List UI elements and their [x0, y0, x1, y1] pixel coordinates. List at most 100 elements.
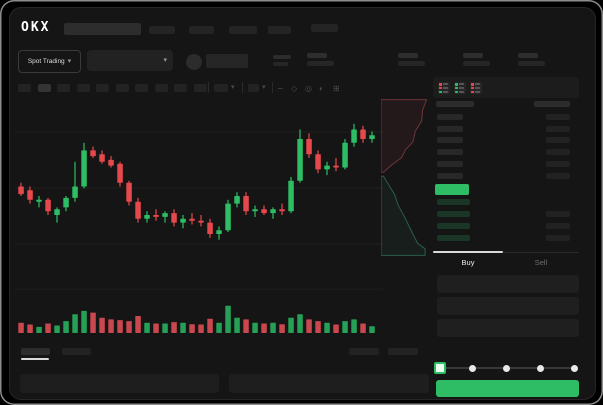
divider — [272, 82, 273, 93]
orderbook-header — [433, 77, 579, 98]
amount-field[interactable] — [437, 297, 579, 315]
orderbook-layout-icon[interactable] — [438, 82, 450, 94]
candle-body — [135, 201, 141, 219]
timeframe-button[interactable] — [57, 84, 70, 92]
interval-dropdown[interactable] — [214, 84, 228, 92]
bid-amount-placeholder[interactable] — [546, 235, 570, 241]
volume-bar — [171, 322, 177, 333]
candle-body — [261, 209, 267, 214]
product-selector-button[interactable]: Spot Trading ▾ — [18, 50, 81, 73]
candle-body — [72, 186, 78, 198]
last-price-badge[interactable] — [435, 184, 469, 195]
bottom-panel-history[interactable] — [229, 374, 429, 393]
ask-price-placeholder[interactable] — [437, 114, 463, 120]
bid-price-placeholder[interactable] — [437, 199, 470, 205]
ask-price-placeholder[interactable] — [437, 125, 463, 132]
bid-price-placeholder[interactable] — [437, 211, 470, 217]
top-nav-item[interactable] — [149, 26, 175, 34]
indicator-wave-icon[interactable]: ∼ — [277, 84, 284, 93]
timeframe-button[interactable] — [18, 84, 31, 92]
timeframe-button-active[interactable] — [37, 84, 51, 92]
candle-body — [360, 129, 366, 139]
ask-amount-placeholder[interactable] — [546, 137, 570, 144]
buy-submit-button[interactable] — [436, 380, 579, 397]
timeframe-button[interactable] — [115, 84, 129, 92]
price-field[interactable] — [437, 275, 579, 293]
fullscreen-expand-icon[interactable]: ⊞ — [333, 84, 340, 93]
candle-body — [234, 196, 240, 204]
volume-bar — [369, 326, 375, 333]
search-input[interactable] — [64, 23, 141, 35]
candle-body — [306, 139, 312, 155]
top-nav-item[interactable] — [189, 26, 214, 34]
candle-body — [207, 222, 213, 234]
price-chart-svg[interactable] — [15, 93, 383, 343]
candle-body — [279, 209, 285, 212]
ask-price-placeholder[interactable] — [437, 172, 463, 179]
top-nav-item[interactable] — [229, 26, 257, 34]
chart-scale-option[interactable] — [388, 348, 418, 355]
chevron-down-icon[interactable]: ▾ — [231, 84, 235, 91]
timeframe-button[interactable] — [76, 84, 90, 92]
slider-step-dot[interactable] — [468, 364, 476, 372]
slider-step-dot[interactable] — [502, 364, 510, 372]
volume-bar — [252, 322, 258, 333]
chart-tab[interactable] — [62, 348, 91, 355]
volume-bar — [216, 322, 222, 333]
ask-amount-placeholder[interactable] — [546, 125, 570, 132]
candle-body — [90, 150, 96, 157]
slider-step-dot[interactable] — [570, 364, 578, 372]
timeframe-button[interactable] — [135, 84, 148, 92]
volume-bar — [351, 319, 357, 333]
timeframe-button[interactable] — [174, 84, 187, 92]
candle-body — [63, 197, 69, 208]
orderbook-layout-icon[interactable] — [470, 82, 482, 94]
tab-buy[interactable]: Buy — [461, 258, 475, 267]
tab-sell[interactable]: Sell — [534, 258, 548, 267]
ask-amount-placeholder[interactable] — [546, 160, 570, 167]
slider-step-dot[interactable] — [536, 364, 544, 372]
candle-body — [216, 230, 222, 234]
total-field[interactable] — [437, 319, 579, 337]
draw-tools-icon[interactable]: ◇ — [291, 84, 298, 93]
ask-price-placeholder[interactable] — [437, 137, 463, 144]
timeframe-button[interactable] — [96, 84, 109, 92]
stat-label — [307, 53, 327, 58]
divider — [433, 252, 579, 253]
ask-amount-placeholder[interactable] — [546, 114, 570, 120]
volume-bar — [180, 322, 186, 333]
chevron-down-icon[interactable]: ▾ — [262, 84, 266, 91]
bid-price-placeholder[interactable] — [437, 223, 470, 229]
bid-price-placeholder[interactable] — [437, 235, 470, 241]
stat-value — [307, 61, 334, 66]
chart-tab-active[interactable] — [21, 348, 50, 355]
chart-scale-option[interactable] — [349, 348, 379, 355]
chart-type-dropdown[interactable] — [248, 84, 259, 92]
timeframe-button[interactable] — [193, 84, 207, 92]
candle-body — [369, 135, 375, 139]
bid-amount-placeholder[interactable] — [546, 223, 570, 229]
ask-price-placeholder[interactable] — [437, 160, 463, 167]
pair-selector-dropdown[interactable]: ▾ — [87, 50, 173, 71]
candle-wick — [74, 161, 76, 202]
bottom-panel-orders[interactable] — [20, 374, 219, 393]
volume-bar — [90, 312, 96, 333]
camera-snapshot-icon[interactable]: ◎ — [305, 84, 312, 93]
volume-bar — [243, 319, 249, 333]
volume-bar — [54, 325, 60, 333]
slider-handle[interactable] — [434, 362, 446, 374]
history-clock-icon[interactable]: ◐ — [319, 84, 324, 93]
timeframe-button[interactable] — [154, 84, 168, 92]
volume-bar — [162, 323, 168, 333]
volume-bar — [27, 324, 33, 333]
top-nav-item[interactable] — [311, 24, 338, 32]
ask-amount-placeholder[interactable] — [546, 172, 570, 179]
top-nav-item[interactable] — [268, 26, 291, 34]
bid-amount-placeholder[interactable] — [546, 211, 570, 217]
volume-bar — [306, 319, 312, 333]
ask-price-placeholder[interactable] — [437, 149, 463, 156]
orderbook-layout-icon[interactable] — [454, 82, 466, 94]
candle-body — [162, 213, 168, 217]
ask-amount-placeholder[interactable] — [546, 149, 570, 156]
orderbook-column-header — [436, 101, 474, 107]
